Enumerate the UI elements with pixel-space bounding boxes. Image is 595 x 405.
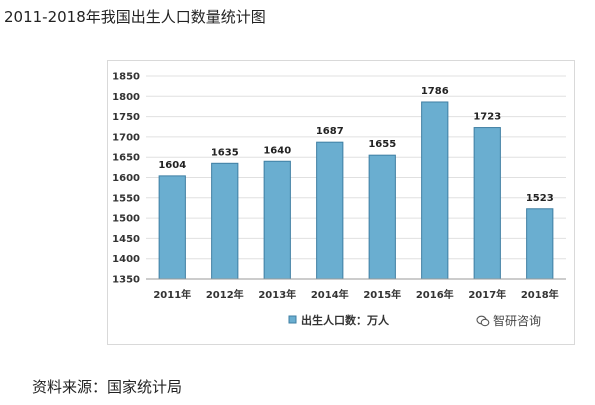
bar <box>158 175 186 280</box>
x-tick-label: 2013年 <box>258 288 296 301</box>
y-tick-label: 1600 <box>112 173 140 184</box>
page-title: 2011-2018年我国出生人口数量统计图 <box>4 8 266 26</box>
wechat-logo-icon <box>476 315 490 326</box>
legend-swatch <box>288 315 297 324</box>
data-label: 1640 <box>263 145 291 156</box>
bar <box>421 101 449 280</box>
bar <box>211 162 239 280</box>
data-label: 1635 <box>211 147 239 158</box>
bars <box>158 101 554 280</box>
watermark: 智研咨询 <box>476 312 541 329</box>
chart-container: 1350 1400 1450 1500 1550 1600 1650 1700 1750 1800… <box>107 60 575 345</box>
y-tick-label: 1350 <box>112 275 140 286</box>
x-tick-label: 2017年 <box>468 288 506 301</box>
x-tick-label: 2016年 <box>416 288 454 301</box>
bar <box>526 208 554 280</box>
bar <box>473 127 501 280</box>
source-note: 资料来源：国家统计局 <box>32 378 183 396</box>
x-tick-label: 2011年 <box>153 288 191 301</box>
watermark-text: 智研咨询 <box>493 314 542 328</box>
x-tick-label: 2015年 <box>363 288 401 301</box>
bar <box>263 160 291 280</box>
y-tick-label: 1450 <box>112 234 140 245</box>
x-axis: 2011年 2012年 2013年 2014年 2015年 2016年 2017年 2018年 <box>146 278 566 301</box>
y-tick-label: 1850 <box>112 72 140 83</box>
y-tick-label: 1700 <box>112 132 140 143</box>
y-tick-label: 1800 <box>112 92 140 103</box>
y-tick-label: 1750 <box>112 112 140 123</box>
y-tick-label: 1500 <box>112 214 140 225</box>
bar <box>368 154 396 280</box>
y-axis: 1350 1400 1450 1500 1550 1600 1650 1700 1750 1800… <box>112 72 140 286</box>
x-tick-label: 2014年 <box>311 288 349 301</box>
y-tick-label: 1650 <box>112 153 140 164</box>
y-tick-label: 1400 <box>112 254 140 265</box>
data-label: 1655 <box>368 139 396 150</box>
bar-chart: 1350 1400 1450 1500 1550 1600 1650 1700 1750 1800… <box>112 72 566 327</box>
data-labels: 1604 1635 1640 1687 1655 1786 1723 1523 <box>158 86 553 204</box>
x-tick-label: 2018年 <box>521 288 559 301</box>
data-label: 1604 <box>158 160 186 171</box>
x-tick-label: 2012年 <box>206 288 244 301</box>
legend-label: 出生人口数：万人 <box>301 313 390 327</box>
data-label: 1786 <box>421 86 449 97</box>
legend: 出生人口数：万人 <box>288 313 390 327</box>
bar <box>316 141 344 280</box>
y-tick-label: 1550 <box>112 193 140 204</box>
data-label: 1523 <box>526 193 554 204</box>
grid-lines <box>146 75 566 280</box>
data-label: 1723 <box>473 112 501 123</box>
data-label: 1687 <box>316 126 344 137</box>
